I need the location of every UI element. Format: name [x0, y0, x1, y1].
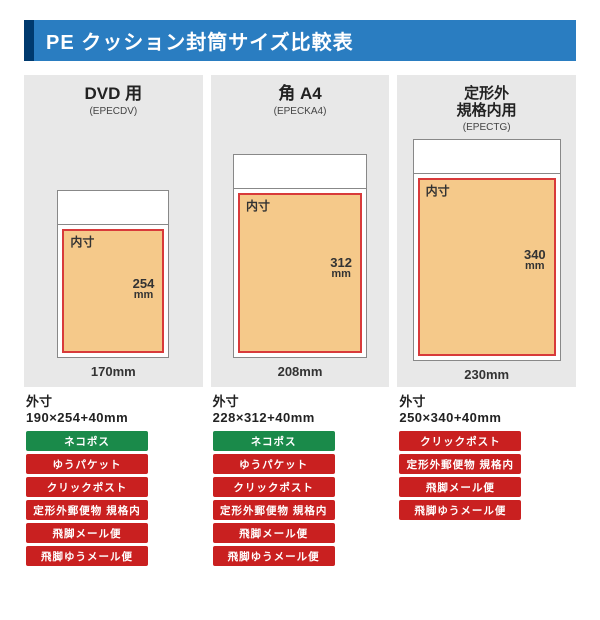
shipping-badge: 飛脚メール便 [26, 523, 148, 543]
shipping-badge: クリックポスト [213, 477, 335, 497]
inner-label: 内寸 [70, 233, 94, 250]
title-bar: PE クッション封筒サイズ比較表 [24, 20, 576, 61]
inner-height: 312mm [330, 256, 352, 280]
inner-width: 208mm [278, 364, 323, 379]
comparison-columns: DVD 用(EPECDV)内寸254mm170mm外寸190×254+40mmネ… [0, 75, 600, 569]
outer-dimensions: 外寸228×312+40mm [211, 391, 390, 425]
shipping-badge: ゆうパケット [26, 454, 148, 474]
inner-width: 230mm [464, 367, 509, 382]
envelope-flap [414, 140, 560, 174]
shipping-badge: クリックポスト [26, 477, 148, 497]
outer-size: 228×312+40mm [213, 410, 388, 425]
inner-height: 254mm [133, 277, 155, 301]
envelope-illustration: 内寸 254mm [32, 123, 195, 362]
outer-dimensions: 外寸190×254+40mm [24, 391, 203, 425]
shipping-badge: 飛脚ゆうメール便 [213, 546, 335, 566]
shipping-badge: 飛脚メール便 [399, 477, 521, 497]
envelope-outline: 内寸 254mm [57, 190, 169, 358]
envelope-flap [58, 191, 168, 225]
shipping-badge: 定形外郵便物 規格内 [399, 454, 521, 474]
product-code: (EPECTG) [463, 122, 511, 133]
product-panel: DVD 用 (EPECDV) 内寸 254mm 170mm [24, 75, 203, 387]
inner-label: 内寸 [246, 197, 270, 214]
shipping-badge: ネコポス [213, 431, 335, 451]
envelope-illustration: 内寸 340mm [405, 139, 568, 365]
product-panel: 角 A4 (EPECKA4) 内寸 312mm 208mm [211, 75, 390, 387]
shipping-badges: ネコポスゆうパケットクリックポスト定形外郵便物 規格内飛脚メール便飛脚ゆうメール… [24, 431, 203, 566]
product-panel: 定形外規格内用 (EPECTG) 内寸 340mm 230mm [397, 75, 576, 387]
shipping-badges: ネコポスゆうパケットクリックポスト定形外郵便物 規格内飛脚メール便飛脚ゆうメール… [211, 431, 390, 566]
product-code: (EPECDV) [89, 106, 137, 117]
shipping-badge: クリックポスト [399, 431, 521, 451]
outer-label: 外寸 [213, 391, 388, 410]
product-name: DVD 用 [85, 85, 143, 104]
shipping-badges: クリックポスト定形外郵便物 規格内飛脚メール便飛脚ゆうメール便 [397, 431, 576, 520]
shipping-badge: ネコポス [26, 431, 148, 451]
envelope-outline: 内寸 340mm [413, 139, 561, 361]
column-1: 角 A4 (EPECKA4) 内寸 312mm 208mm 外寸228×312+40mm ネ… [211, 75, 390, 569]
product-name: 定形外規格内用 [457, 85, 517, 120]
outer-size: 250×340+40mm [399, 410, 574, 425]
inner-width: 170mm [91, 364, 136, 379]
outer-dimensions: 外寸250×340+40mm [397, 391, 576, 425]
outer-label: 外寸 [399, 391, 574, 410]
inner-height: 340mm [524, 248, 546, 272]
shipping-badge: 定形外郵便物 規格内 [213, 500, 335, 520]
outer-label: 外寸 [26, 391, 201, 410]
outer-size: 190×254+40mm [26, 410, 201, 425]
shipping-badge: 定形外郵便物 規格内 [26, 500, 148, 520]
page-title: PE クッション封筒サイズ比較表 [46, 32, 354, 54]
envelope-illustration: 内寸 312mm [219, 123, 382, 362]
shipping-badge: 飛脚ゆうメール便 [26, 546, 148, 566]
column-0: DVD 用 (EPECDV) 内寸 254mm 170mm 外寸190×254+40mm ネ… [24, 75, 203, 569]
column-2: 定形外規格内用 (EPECTG) 内寸 340mm 230mm 外寸250×340+40m… [397, 75, 576, 569]
envelope-flap [234, 155, 366, 189]
envelope-outline: 内寸 312mm [233, 154, 367, 358]
product-code: (EPECKA4) [274, 106, 327, 117]
inner-label: 内寸 [426, 182, 450, 199]
shipping-badge: 飛脚ゆうメール便 [399, 500, 521, 520]
shipping-badge: 飛脚メール便 [213, 523, 335, 543]
product-name: 角 A4 [278, 85, 321, 104]
shipping-badge: ゆうパケット [213, 454, 335, 474]
